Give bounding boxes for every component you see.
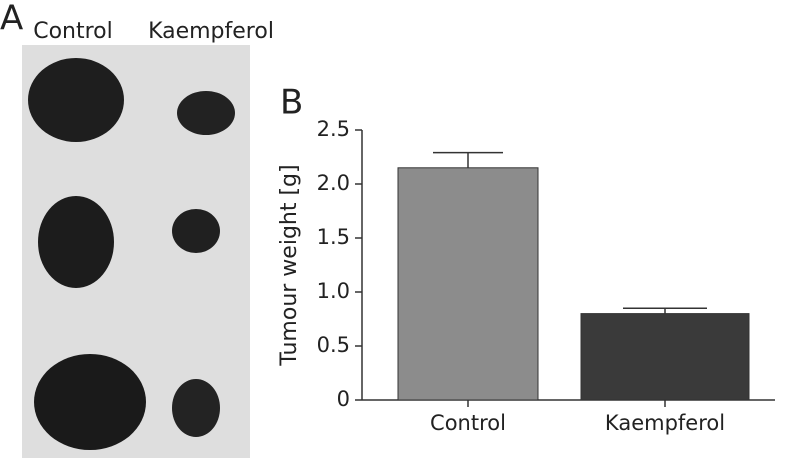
y-tick-label: 1.5	[317, 225, 350, 249]
column-label: Kaempferol	[148, 19, 274, 44]
y-tick-label: 0	[337, 387, 350, 411]
y-axis-label: Tumour weight [g]	[277, 164, 302, 366]
bar	[580, 313, 750, 401]
y-tick-label: 2.5	[317, 117, 350, 141]
y-tick-label: 0.5	[317, 333, 350, 357]
x-tick-label: Control	[430, 411, 506, 435]
column-label: Control	[33, 19, 113, 44]
y-tick-label: 1.0	[317, 279, 350, 303]
panel-label: B	[280, 83, 303, 123]
panel-label: A	[0, 0, 23, 39]
y-tick-label: 2.0	[317, 171, 350, 195]
tumour-photo	[22, 45, 250, 458]
x-tick-label: Kaempferol	[605, 411, 725, 435]
bar	[397, 167, 539, 401]
